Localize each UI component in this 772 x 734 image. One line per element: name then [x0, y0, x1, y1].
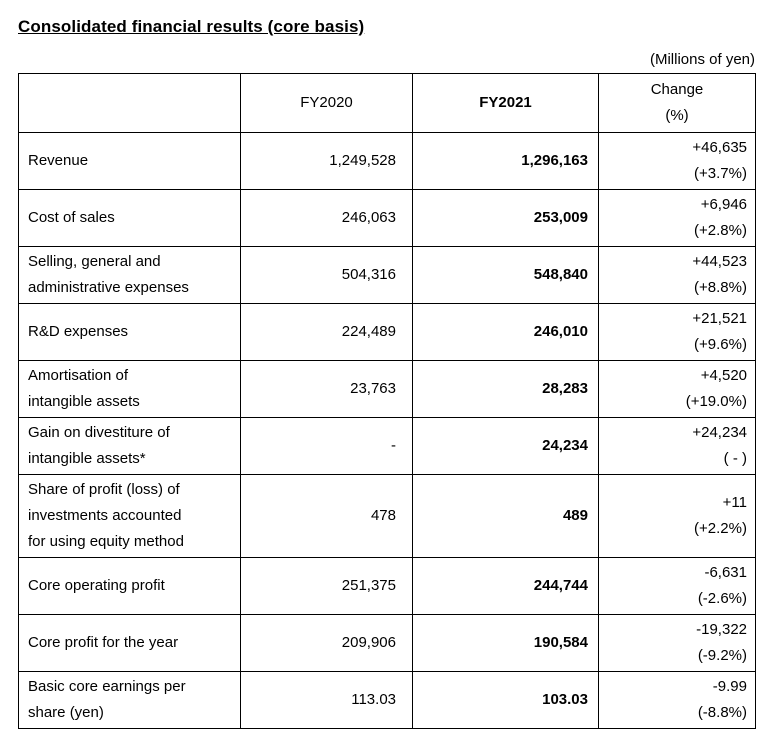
change-amount: +6,946 [700, 196, 747, 213]
fy2021-value: 1,296,163 [412, 132, 599, 190]
table-row-core-profit: Core profit for the year 209,906 190,584… [18, 614, 756, 672]
change-percent: (+8.8%) [694, 279, 747, 296]
header-item [18, 73, 241, 133]
fy2021-value: 548,840 [412, 246, 599, 304]
change-value: +21,521 (+9.6%) [598, 303, 756, 361]
table-row-core-operating-profit: Core operating profit 251,375 244,744 -6… [18, 557, 756, 615]
fy2020-value: 478 [240, 474, 413, 558]
row-label: Cost of sales [18, 189, 241, 247]
change-percent: (-2.6%) [697, 590, 747, 607]
row-label: Amortisation of intangible assets [18, 360, 241, 418]
page-title: Consolidated financial results (core bas… [18, 17, 365, 36]
change-value: +6,946 (+2.8%) [598, 189, 756, 247]
change-amount: +4,520 [700, 367, 747, 384]
change-percent: (-9.2%) [697, 647, 747, 664]
fy2021-value: 253,009 [412, 189, 599, 247]
fy2021-value: 246,010 [412, 303, 599, 361]
row-label: Selling, general and administrative expe… [18, 246, 241, 304]
change-amount: -19,322 [696, 621, 747, 638]
change-amount: +44,523 [692, 253, 747, 270]
row-label: Core operating profit [18, 557, 241, 615]
financial-results-table: FY2020 FY2021 Change (%) Revenue 1,249,5… [18, 73, 756, 729]
fy2021-value: 489 [412, 474, 599, 558]
fy2020-value: 113.03 [240, 671, 413, 729]
header-fy2021: FY2021 [412, 73, 599, 133]
fy2021-value: 28,283 [412, 360, 599, 418]
fy2020-value: 209,906 [240, 614, 413, 672]
table-row-sga-expenses: Selling, general and administrative expe… [18, 246, 756, 304]
row-label: Gain on divestiture of intangible assets… [18, 417, 241, 475]
fy2021-value: 244,744 [412, 557, 599, 615]
header-change-line2: (%) [665, 107, 689, 124]
change-value: -19,322 (-9.2%) [598, 614, 756, 672]
fy2020-value: 1,249,528 [240, 132, 413, 190]
change-amount: +21,521 [692, 310, 747, 327]
change-percent: (+3.7%) [694, 165, 747, 182]
row-label: Share of profit (loss) of investments ac… [18, 474, 241, 558]
row-label: Revenue [18, 132, 241, 190]
fy2020-value: - [240, 417, 413, 475]
header-fy2020: FY2020 [240, 73, 413, 133]
fy2020-value: 23,763 [240, 360, 413, 418]
change-value: -9.99 (-8.8%) [598, 671, 756, 729]
fy2020-value: 224,489 [240, 303, 413, 361]
header-change: Change (%) [598, 73, 756, 133]
fy2020-value: 504,316 [240, 246, 413, 304]
row-label: Core profit for the year [18, 614, 241, 672]
change-value: +24,234 ( - ) [598, 417, 756, 475]
fy2021-value: 190,584 [412, 614, 599, 672]
header-row: FY2020 FY2021 Change (%) [18, 73, 756, 133]
row-label: Basic core earnings per share (yen) [18, 671, 241, 729]
change-amount: +24,234 [692, 424, 747, 441]
change-value: +44,523 (+8.8%) [598, 246, 756, 304]
fy2021-value: 24,234 [412, 417, 599, 475]
fy2020-value: 251,375 [240, 557, 413, 615]
change-percent: (-8.8%) [697, 704, 747, 721]
change-percent: (+9.6%) [694, 336, 747, 353]
fy2021-value: 103.03 [412, 671, 599, 729]
change-amount: -6,631 [704, 564, 747, 581]
change-value: +11 (+2.2%) [598, 474, 756, 558]
row-label: R&D expenses [18, 303, 241, 361]
table-row-revenue: Revenue 1,249,528 1,296,163 +46,635 (+3.… [18, 132, 756, 190]
fy2020-value: 246,063 [240, 189, 413, 247]
change-amount: -9.99 [712, 678, 747, 695]
change-amount: +11 [722, 494, 747, 511]
change-percent: (+2.2%) [694, 520, 747, 537]
table-row-rd-expenses: R&D expenses 224,489 246,010 +21,521 (+9… [18, 303, 756, 361]
unit-note: (Millions of yen) [649, 51, 755, 68]
table-row-gain-on-divestiture: Gain on divestiture of intangible assets… [18, 417, 756, 475]
table-row-amortisation: Amortisation of intangible assets 23,763… [18, 360, 756, 418]
table-row-share-of-profit: Share of profit (loss) of investments ac… [18, 474, 756, 558]
change-percent: (+2.8%) [694, 222, 747, 239]
change-value: -6,631 (-2.6%) [598, 557, 756, 615]
table-row-basic-core-eps: Basic core earnings per share (yen) 113.… [18, 671, 756, 729]
change-value: +46,635 (+3.7%) [598, 132, 756, 190]
change-percent: (+19.0%) [685, 393, 747, 410]
table-row-cost-of-sales: Cost of sales 246,063 253,009 +6,946 (+2… [18, 189, 756, 247]
change-value: +4,520 (+19.0%) [598, 360, 756, 418]
header-change-line1: Change [650, 81, 704, 98]
change-percent: ( - ) [723, 450, 747, 467]
change-amount: +46,635 [692, 139, 747, 156]
